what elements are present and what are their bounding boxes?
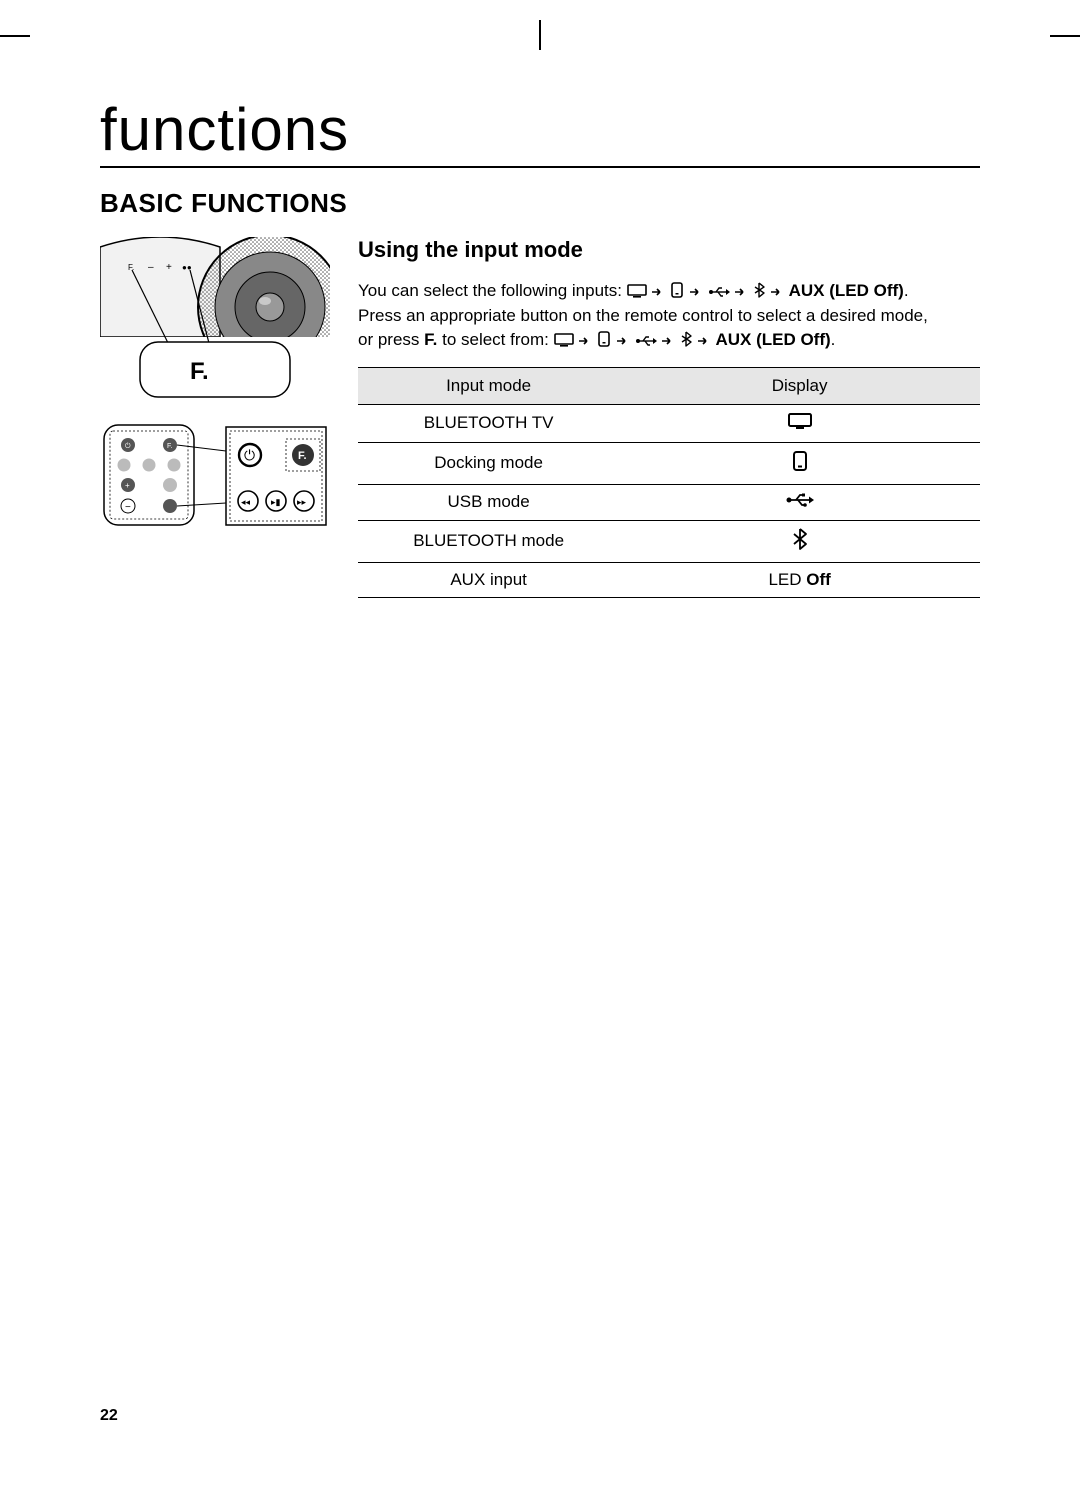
subheading: Using the input mode: [358, 237, 980, 263]
display-cell: [619, 484, 980, 520]
mode-cell: AUX input: [358, 562, 619, 597]
led-off-bold: Off: [806, 570, 831, 589]
svg-text:+: +: [166, 262, 172, 273]
aux-led-off-label: AUX (LED Off): [715, 330, 830, 349]
display-cell: [619, 404, 980, 442]
arrow-icon: [697, 335, 711, 347]
usb-icon: [785, 492, 815, 508]
svg-text:F.: F.: [298, 450, 307, 462]
input-sequence: AUX (LED Off).: [627, 281, 909, 300]
svg-text:⏻: ⏻: [125, 442, 131, 450]
svg-text:▸▸: ▸▸: [297, 497, 307, 507]
text-column: Using the input mode You can select the …: [358, 237, 980, 598]
speaker-illustration: F. – + ●● F.: [100, 237, 330, 407]
led-off-prefix: LED: [768, 570, 806, 589]
arrow-icon: [616, 335, 630, 347]
usb-icon: [635, 335, 657, 347]
arrow-icon: [651, 286, 665, 298]
illustration-column: F. – + ●● F. ⏻ F.: [100, 237, 330, 545]
tv-icon: [787, 412, 813, 430]
svg-text:−: −: [125, 502, 131, 513]
svg-text:▸▮: ▸▮: [271, 497, 281, 507]
tv-icon: [627, 284, 647, 298]
arrow-icon: [734, 286, 748, 298]
svg-text:◂◂: ◂◂: [241, 497, 251, 507]
remote-and-panel-illustration: ⏻ F. + − ⏻: [100, 421, 330, 531]
crop-mark: [1050, 35, 1080, 37]
crop-mark: [539, 20, 541, 50]
page-number: 22: [100, 1407, 118, 1425]
tv-icon: [554, 333, 574, 347]
bluetooth-icon: [753, 282, 765, 298]
crop-mark: [0, 35, 30, 37]
th-display: Display: [619, 367, 980, 404]
display-cell: [619, 442, 980, 484]
table-row: BLUETOOTH TV: [358, 404, 980, 442]
page-title: functions: [100, 100, 980, 160]
mode-cell: BLUETOOTH mode: [358, 520, 619, 562]
manual-page: functions BASIC FUNCTIONS: [0, 0, 1080, 1495]
table-row: AUX input LED Off: [358, 562, 980, 597]
arrow-icon: [578, 335, 592, 347]
svg-text:F.: F.: [167, 443, 173, 450]
input-sequence: AUX (LED Off).: [554, 330, 836, 349]
th-input-mode: Input mode: [358, 367, 619, 404]
body-line3-prefix: or press: [358, 330, 424, 349]
svg-text:+: +: [125, 481, 130, 490]
mode-cell: BLUETOOTH TV: [358, 404, 619, 442]
section-heading: BASIC FUNCTIONS: [100, 188, 980, 219]
mode-cell: USB mode: [358, 484, 619, 520]
table-row: USB mode: [358, 484, 980, 520]
display-cell: LED Off: [619, 562, 980, 597]
body-line3-mid: to select from:: [437, 330, 553, 349]
svg-text:F.: F.: [128, 263, 134, 272]
callout-f-label: F.: [190, 358, 209, 385]
mode-cell: Docking mode: [358, 442, 619, 484]
table-row: BLUETOOTH mode: [358, 520, 980, 562]
arrow-icon: [661, 335, 675, 347]
dock-icon: [597, 331, 611, 347]
display-cell: [619, 520, 980, 562]
dock-icon: [791, 450, 809, 472]
arrow-icon: [770, 286, 784, 298]
title-rule: [100, 166, 980, 168]
table-row: Docking mode: [358, 442, 980, 484]
bluetooth-icon: [792, 528, 808, 550]
table-header-row: Input mode Display: [358, 367, 980, 404]
arrow-icon: [689, 286, 703, 298]
usb-icon: [708, 286, 730, 298]
svg-text:–: –: [148, 262, 154, 273]
dock-icon: [670, 282, 684, 298]
body-line1-prefix: You can select the following inputs:: [358, 281, 627, 300]
input-mode-table: Input mode Display BLUETOOTH TV Docking …: [358, 367, 980, 598]
body-line3-f: F.: [424, 330, 437, 349]
content-row: F. – + ●● F. ⏻ F.: [100, 237, 980, 598]
body-paragraph: You can select the following inputs: AUX…: [358, 279, 980, 353]
bluetooth-icon: [680, 331, 692, 347]
svg-text:⏻: ⏻: [244, 447, 255, 463]
body-line2: Press an appropriate button on the remot…: [358, 306, 928, 325]
aux-led-off-label: AUX (LED Off): [789, 281, 904, 300]
